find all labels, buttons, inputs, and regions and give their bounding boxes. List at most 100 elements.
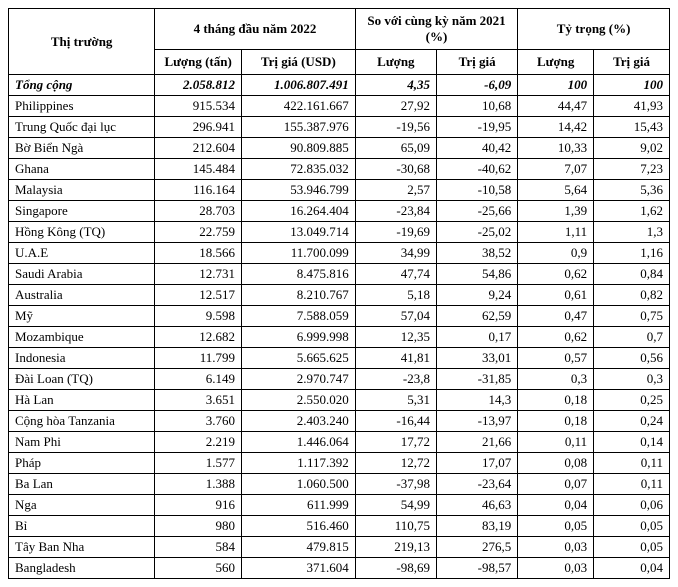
table-row: Mỹ9.5987.588.05957,0462,590,470,75 <box>9 306 670 327</box>
header-period: 4 tháng đầu năm 2022 <box>155 9 355 50</box>
cell-share-val: 0,06 <box>594 495 670 516</box>
cell-volume: 6.149 <box>155 369 242 390</box>
cell-share-vol: 0,11 <box>518 432 594 453</box>
cell-share-vol: 0,3 <box>518 369 594 390</box>
cell-market: Đài Loan (TQ) <box>9 369 155 390</box>
cell-share-val: 1,16 <box>594 243 670 264</box>
cell-value: 422.161.667 <box>241 96 355 117</box>
cell-chg-val: 10,68 <box>437 96 518 117</box>
cell-value: 2.550.020 <box>241 390 355 411</box>
cell-volume: 2.058.812 <box>155 75 242 96</box>
table-row: Indonesia11.7995.665.62541,8133,010,570,… <box>9 348 670 369</box>
cell-chg-val: 62,59 <box>437 306 518 327</box>
cell-market: Indonesia <box>9 348 155 369</box>
cell-share-vol: 0,18 <box>518 411 594 432</box>
cell-chg-val: 21,66 <box>437 432 518 453</box>
cell-share-vol: 14,42 <box>518 117 594 138</box>
cell-volume: 980 <box>155 516 242 537</box>
cell-share-vol: 0,03 <box>518 558 594 579</box>
cell-market: Mozambique <box>9 327 155 348</box>
cell-volume: 145.484 <box>155 159 242 180</box>
cell-share-val: 0,04 <box>594 558 670 579</box>
cell-value: 611.999 <box>241 495 355 516</box>
cell-value: 16.264.404 <box>241 201 355 222</box>
table-row: Bangladesh560371.604-98,69-98,570,030,04 <box>9 558 670 579</box>
cell-share-val: 41,93 <box>594 96 670 117</box>
cell-chg-vol: -98,69 <box>355 558 436 579</box>
cell-chg-vol: -23,84 <box>355 201 436 222</box>
cell-share-vol: 0,61 <box>518 285 594 306</box>
cell-chg-vol: 34,99 <box>355 243 436 264</box>
cell-share-vol: 10,33 <box>518 138 594 159</box>
cell-share-vol: 5,64 <box>518 180 594 201</box>
cell-value: 13.049.714 <box>241 222 355 243</box>
cell-market: Singapore <box>9 201 155 222</box>
cell-share-val: 1,3 <box>594 222 670 243</box>
cell-chg-vol: 47,74 <box>355 264 436 285</box>
cell-share-vol: 1,39 <box>518 201 594 222</box>
cell-share-val: 0,14 <box>594 432 670 453</box>
cell-chg-vol: -37,98 <box>355 474 436 495</box>
cell-market: Bỉ <box>9 516 155 537</box>
cell-volume: 296.941 <box>155 117 242 138</box>
cell-chg-vol: -23,8 <box>355 369 436 390</box>
header-chg-val: Trị giá <box>437 50 518 75</box>
cell-share-val: 0,7 <box>594 327 670 348</box>
cell-share-vol: 0,08 <box>518 453 594 474</box>
cell-chg-vol: 57,04 <box>355 306 436 327</box>
cell-share-vol: 0,05 <box>518 516 594 537</box>
cell-value: 1.006.807.491 <box>241 75 355 96</box>
cell-chg-val: -25,66 <box>437 201 518 222</box>
cell-market: Mỹ <box>9 306 155 327</box>
cell-chg-val: -31,85 <box>437 369 518 390</box>
cell-volume: 212.604 <box>155 138 242 159</box>
cell-share-val: 0,82 <box>594 285 670 306</box>
cell-chg-val: 17,07 <box>437 453 518 474</box>
cell-value: 2.970.747 <box>241 369 355 390</box>
header-share-vol: Lượng <box>518 50 594 75</box>
cell-volume: 116.164 <box>155 180 242 201</box>
cell-share-vol: 100 <box>518 75 594 96</box>
cell-chg-val: 38,52 <box>437 243 518 264</box>
cell-value: 5.665.625 <box>241 348 355 369</box>
cell-share-val: 0,75 <box>594 306 670 327</box>
cell-share-vol: 0,62 <box>518 327 594 348</box>
cell-chg-vol: 54,99 <box>355 495 436 516</box>
cell-market: Bờ Biển Ngà <box>9 138 155 159</box>
cell-volume: 3.651 <box>155 390 242 411</box>
table-row: Nga916611.99954,9946,630,040,06 <box>9 495 670 516</box>
table-row: Ba Lan1.3881.060.500-37,98-23,640,070,11 <box>9 474 670 495</box>
cell-share-val: 0,11 <box>594 474 670 495</box>
table-row: Saudi Arabia12.7318.475.81647,7454,860,6… <box>9 264 670 285</box>
cell-share-val: 7,23 <box>594 159 670 180</box>
cell-share-val: 0,84 <box>594 264 670 285</box>
cell-chg-vol: -19,56 <box>355 117 436 138</box>
cell-share-vol: 7,07 <box>518 159 594 180</box>
cell-volume: 3.760 <box>155 411 242 432</box>
cell-chg-val: -25,02 <box>437 222 518 243</box>
cell-chg-val: -10,58 <box>437 180 518 201</box>
cell-value: 8.210.767 <box>241 285 355 306</box>
cell-value: 6.999.998 <box>241 327 355 348</box>
cell-chg-vol: 12,35 <box>355 327 436 348</box>
cell-value: 2.403.240 <box>241 411 355 432</box>
table-row: Hà Lan3.6512.550.0205,3114,30,180,25 <box>9 390 670 411</box>
cell-chg-vol: 2,57 <box>355 180 436 201</box>
table-row: Cộng hòa Tanzania3.7602.403.240-16,44-13… <box>9 411 670 432</box>
table-row: Philippines915.534422.161.66727,9210,684… <box>9 96 670 117</box>
table-row: Hồng Kông (TQ)22.75913.049.714-19,69-25,… <box>9 222 670 243</box>
table-row-total: Tổng cộng2.058.8121.006.807.4914,35-6,09… <box>9 75 670 96</box>
cell-market: Philippines <box>9 96 155 117</box>
cell-value: 11.700.099 <box>241 243 355 264</box>
cell-volume: 1.577 <box>155 453 242 474</box>
cell-share-vol: 0,18 <box>518 390 594 411</box>
cell-chg-val: 54,86 <box>437 264 518 285</box>
header-share: Tỷ trọng (%) <box>518 9 670 50</box>
cell-market: Ghana <box>9 159 155 180</box>
cell-volume: 2.219 <box>155 432 242 453</box>
cell-market: Nam Phi <box>9 432 155 453</box>
table-row: Nam Phi2.2191.446.06417,7221,660,110,14 <box>9 432 670 453</box>
cell-chg-val: 40,42 <box>437 138 518 159</box>
cell-market: Tổng cộng <box>9 75 155 96</box>
cell-value: 72.835.032 <box>241 159 355 180</box>
